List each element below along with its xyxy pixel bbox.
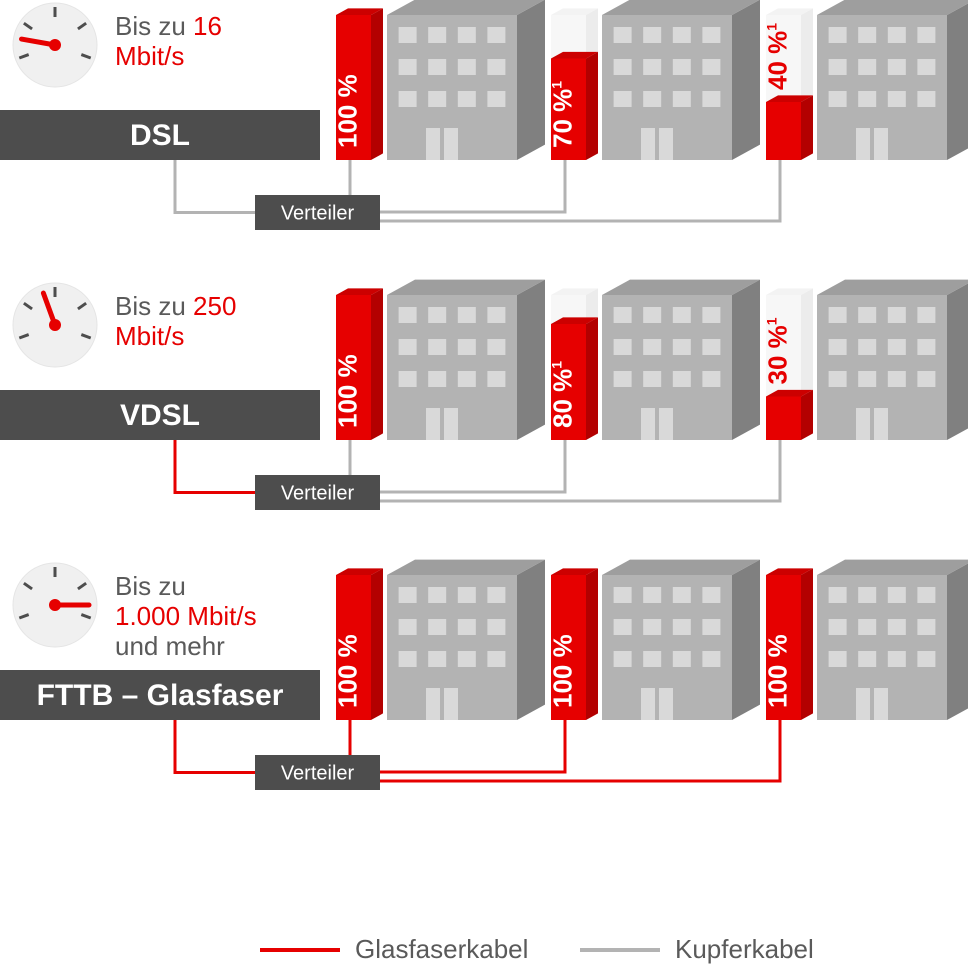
legend: Glasfaserkabel Kupferkabel: [260, 934, 814, 964]
bar-label: 100 %: [763, 634, 793, 708]
verteiler-label: Verteiler: [281, 763, 355, 785]
bar-label: 100 %: [333, 634, 363, 708]
speed-suffix: und mehr: [115, 631, 225, 661]
row-VDSL: Bis zu 250Mbit/s VDSL 100 % 80 %1 30 %1 Verte…: [0, 280, 968, 510]
speed-gauge-icon: [13, 563, 97, 647]
legend-fiber: Glasfaserkabel: [355, 934, 528, 964]
speed-line1: Bis zu 16: [115, 11, 222, 41]
legend-copper: Kupferkabel: [675, 934, 814, 964]
tech-label: FTTB – Glasfaser: [37, 679, 284, 712]
tech-label: VDSL: [120, 399, 200, 432]
speed-line1: Bis zu 250: [115, 291, 236, 321]
bar-label: 100 %: [548, 634, 578, 708]
bar-label: 40 %1: [763, 23, 793, 90]
speed-gauge-icon: [13, 3, 97, 87]
speed-prefix: Bis zu: [115, 571, 186, 601]
speed-unit: Mbit/s: [115, 41, 184, 71]
bar-label: 100 %: [333, 74, 363, 148]
row-DSL: Bis zu 16Mbit/s DSL 100 % 70 %1 40 %1 Verteil…: [0, 0, 968, 230]
verteiler-label: Verteiler: [281, 203, 355, 225]
tech-label: DSL: [130, 119, 190, 152]
speed-value: 1.000 Mbit/s: [115, 601, 257, 631]
bar-label: 100 %: [333, 354, 363, 428]
bar-label: 80 %1: [548, 361, 578, 428]
bar-label: 70 %1: [548, 81, 578, 148]
row-FTTB – Glasfaser: Bis zu1.000 Mbit/sund mehr FTTB – Glasfas…: [0, 560, 968, 790]
bar-label: 30 %1: [763, 317, 793, 384]
network-diagram: Bis zu 16Mbit/sDSL100 %70 %140 %1Verteil…: [0, 0, 968, 976]
speed-gauge-icon: [13, 283, 97, 367]
verteiler-label: Verteiler: [281, 483, 355, 505]
speed-unit: Mbit/s: [115, 321, 184, 351]
